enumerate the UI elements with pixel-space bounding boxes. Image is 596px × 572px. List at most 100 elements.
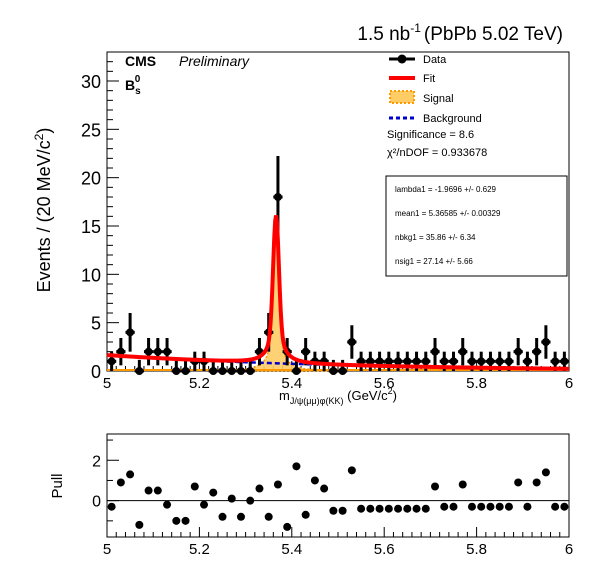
pull-point [384, 504, 393, 513]
pull-point [144, 486, 153, 495]
data-point [292, 367, 301, 375]
pull-point [532, 478, 541, 487]
y-tick-label: 5 [91, 314, 101, 334]
pull-plot-layer: 2 0 5 5.2 5.4 5.6 5.8 6 [92, 439, 573, 558]
pull-point [514, 478, 523, 487]
x-tick-label: 5 [103, 375, 111, 392]
pull-point [135, 520, 144, 529]
particle-label: Bs0 [125, 74, 141, 97]
data-point [236, 367, 245, 375]
param-nsig: nsig1 = 27.14 +/- 5.66 [395, 257, 473, 266]
data-point [421, 357, 430, 366]
chi2-label: χ²/nDOF = 0.933678 [387, 147, 487, 159]
data-point [384, 357, 393, 366]
pull-point [246, 496, 255, 505]
pull-point [458, 480, 467, 489]
y-tick-label: 20 [81, 169, 101, 189]
pull-point [366, 504, 375, 513]
pull-x-tick-label: 5.2 [189, 541, 210, 558]
data-point [218, 367, 227, 375]
data-point [227, 367, 236, 375]
x-tick-label: 5.4 [281, 375, 302, 392]
legend-fit-label: Fit [423, 73, 435, 85]
fit-params-box [385, 175, 568, 277]
y-tick-label: 0 [91, 362, 101, 382]
data-point [347, 338, 356, 346]
data-point [301, 347, 310, 356]
param-nbkg: nbkg1 = 35.86 +/- 6.34 [395, 233, 476, 242]
data-point [412, 357, 421, 366]
data-point [504, 357, 513, 366]
pull-point [283, 522, 292, 531]
data-point [209, 367, 218, 375]
pull-point [495, 502, 504, 511]
pull-y-tick-label: 2 [92, 453, 101, 470]
legend-data-label: Data [423, 54, 447, 66]
data-point [126, 328, 135, 337]
pull-point [310, 476, 319, 485]
pull-point [227, 494, 236, 503]
pull-point [292, 462, 301, 471]
lumi-label: 1.5 nb-1 (PbPb 5.02 TeV) [357, 21, 563, 45]
x-tick-label: 5.8 [466, 375, 487, 392]
data-point [116, 347, 125, 356]
data-point [153, 347, 162, 356]
pull-point [181, 516, 190, 525]
pull-point [209, 488, 218, 497]
y-tick-label: 30 [81, 72, 101, 92]
data-point [246, 367, 255, 375]
pull-point [218, 512, 227, 521]
data-point [458, 347, 467, 356]
data-point [394, 357, 403, 366]
preliminary-label: Preliminary [179, 53, 250, 69]
pull-point [320, 484, 329, 493]
data-point [135, 367, 144, 375]
y-tick-label: 25 [81, 120, 101, 140]
pull-point [449, 502, 458, 511]
pull-point [200, 500, 209, 509]
data-point [449, 357, 458, 366]
data-point [477, 357, 486, 366]
pull-point [486, 502, 495, 511]
pull-point [440, 502, 449, 511]
pull-y-tick-label: 0 [92, 494, 101, 511]
data-point [181, 367, 190, 375]
pull-point [116, 478, 125, 487]
data-point [403, 357, 412, 366]
pull-point [255, 484, 264, 493]
pull-x-tick-label: 5.4 [281, 541, 302, 558]
pull-point [264, 512, 273, 521]
data-point [467, 357, 476, 366]
data-point [532, 347, 541, 356]
pull-point [301, 510, 310, 519]
pull-point [431, 482, 440, 491]
pull-point [551, 502, 560, 511]
data-point [440, 357, 449, 366]
data-point [431, 347, 440, 356]
pull-point [523, 502, 532, 511]
x-tick-label: 5.6 [374, 375, 395, 392]
x-tick-label: 5.2 [189, 375, 210, 392]
data-point [273, 193, 282, 201]
pull-x-tick-label: 6 [565, 541, 573, 558]
pull-point [236, 512, 245, 521]
data-point [338, 367, 347, 375]
legend-data-marker [389, 54, 415, 64]
pull-point [412, 504, 421, 513]
pull-point [190, 482, 199, 491]
pull-point [338, 506, 347, 515]
pull-point [560, 502, 569, 511]
pull-point [467, 502, 476, 511]
pull-y-axis-title: Pull [49, 473, 66, 498]
main-x-axis-title: mJ/ψ(μμ)φ(KK) (GeV/c2) [279, 386, 397, 406]
pull-point [126, 470, 135, 479]
data-point [495, 357, 504, 366]
pull-point [329, 506, 338, 515]
pull-point [347, 466, 356, 475]
pull-x-tick-label: 5.8 [466, 541, 487, 558]
data-point [375, 357, 384, 366]
param-lambda: lambda1 = -1.9696 +/- 0.629 [395, 185, 497, 194]
param-mean: mean1 = 5.36585 +/- 0.00329 [395, 209, 501, 218]
